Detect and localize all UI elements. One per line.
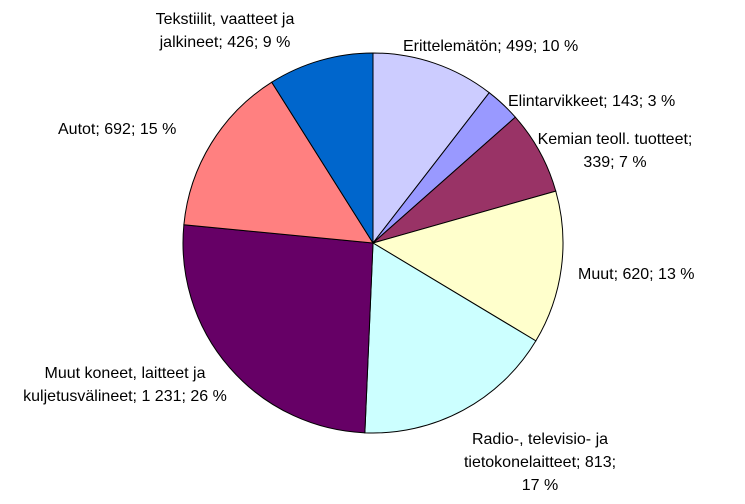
slice-label: Muut; 620; 13 %	[578, 266, 695, 283]
slice-label: Muut koneet, laitteet ja kuljetusvälinee…	[23, 365, 227, 405]
slice-label: Autot; 692; 15 %	[58, 121, 177, 138]
pie-slice	[271, 52, 374, 245]
slice-label: Tekstiilit, vaatteet ja jalkineet; 426; …	[155, 11, 295, 51]
pie-slice	[372, 52, 490, 245]
slice-label: Elintarvikkeet; 143; 3 %	[508, 93, 676, 110]
pie-slice	[371, 190, 564, 342]
slice-label: Kemian teoll. tuotteet; 339; 7 %	[537, 131, 693, 171]
slice-label: Erittelemätön; 499; 10 %	[403, 38, 579, 55]
pie-slice	[183, 81, 374, 244]
pie-slice	[364, 242, 537, 434]
slice-label: Radio-, televisio- ja tietokonelaitteet;…	[463, 431, 617, 494]
pie-slice	[182, 224, 374, 434]
